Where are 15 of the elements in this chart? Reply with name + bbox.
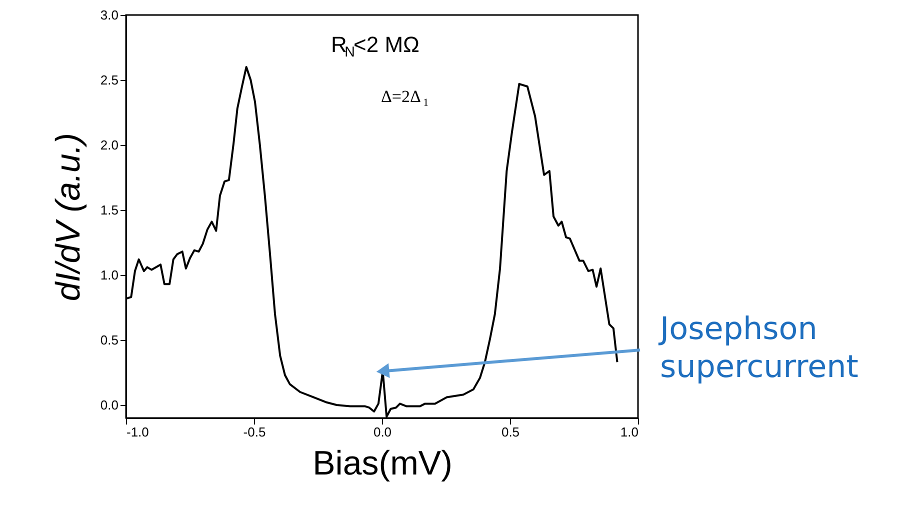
x-tick-label: -0.5 bbox=[243, 424, 266, 440]
annotation: Josephson supercurrent bbox=[658, 311, 858, 385]
x-tick-label: -1.0 bbox=[126, 424, 149, 440]
y-tick-label: 1.5 bbox=[100, 202, 118, 218]
y-tick-label: 0.0 bbox=[100, 398, 118, 412]
y-tick-label: 2.0 bbox=[100, 138, 118, 152]
x-tick-label: 0.0 bbox=[373, 424, 392, 440]
x-axis-title: Bias(mV) bbox=[312, 444, 452, 482]
x-tick-label: 1.0 bbox=[620, 424, 638, 440]
y-tick-label: 0.5 bbox=[100, 332, 118, 348]
y-tick-label: 2.5 bbox=[100, 72, 118, 88]
y-tick-label: 3.0 bbox=[100, 8, 118, 22]
y-tick-label: 1.0 bbox=[100, 268, 118, 282]
x-tick-label: 0.5 bbox=[501, 424, 520, 440]
y-axis-title: dI/dV (a.u.) bbox=[49, 132, 88, 302]
